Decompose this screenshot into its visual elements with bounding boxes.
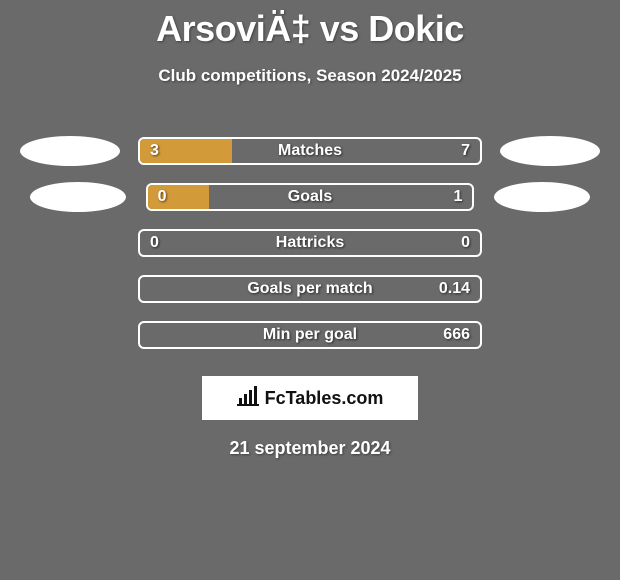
player-right-avatar [500, 136, 600, 166]
stat-right-value: 7 [461, 142, 470, 160]
subtitle: Club competitions, Season 2024/2025 [158, 66, 461, 86]
stat-bar-matches: 3 Matches 7 [138, 137, 482, 165]
stat-left-value: 0 [158, 188, 167, 206]
stats-container: 3 Matches 7 0 Goals 1 0 Hattri [0, 128, 620, 358]
stat-row-gpm: Goals per match 0.14 [10, 266, 610, 312]
stat-bar-hattricks: 0 Hattricks 0 [138, 229, 482, 257]
stat-label: Goals [288, 188, 332, 206]
stat-label: Min per goal [263, 326, 357, 344]
stat-right-value: 0 [461, 234, 470, 252]
player-left-avatar [20, 136, 120, 166]
player-right-avatar-small [494, 182, 590, 212]
stat-left-value: 3 [150, 142, 159, 160]
stat-left-value: 0 [150, 234, 159, 252]
stat-label: Hattricks [276, 234, 344, 252]
date-text: 21 september 2024 [229, 438, 390, 459]
stat-row-matches: 3 Matches 7 [10, 128, 610, 174]
stat-bar-goals: 0 Goals 1 [146, 183, 475, 211]
stat-row-hattricks: 0 Hattricks 0 [10, 220, 610, 266]
stat-label: Goals per match [247, 280, 372, 298]
logo-text: FcTables.com [265, 388, 384, 409]
stat-right-value: 0.14 [439, 280, 470, 298]
stat-row-mpg: Min per goal 666 [10, 312, 610, 358]
stat-label: Matches [278, 142, 342, 160]
stat-row-goals: 0 Goals 1 [10, 174, 610, 220]
comparison-card: ArsoviÄ‡ vs Dokic Club competitions, Sea… [0, 0, 620, 580]
stat-bar-gpm: Goals per match 0.14 [138, 275, 482, 303]
stat-bar-mpg: Min per goal 666 [138, 321, 482, 349]
player-left-avatar-small [30, 182, 126, 212]
stat-right-value: 666 [443, 326, 470, 344]
logo-box: FcTables.com [202, 376, 418, 420]
stat-right-value: 1 [454, 188, 463, 206]
page-title: ArsoviÄ‡ vs Dokic [156, 8, 464, 50]
logo-chart-icon [237, 386, 259, 411]
